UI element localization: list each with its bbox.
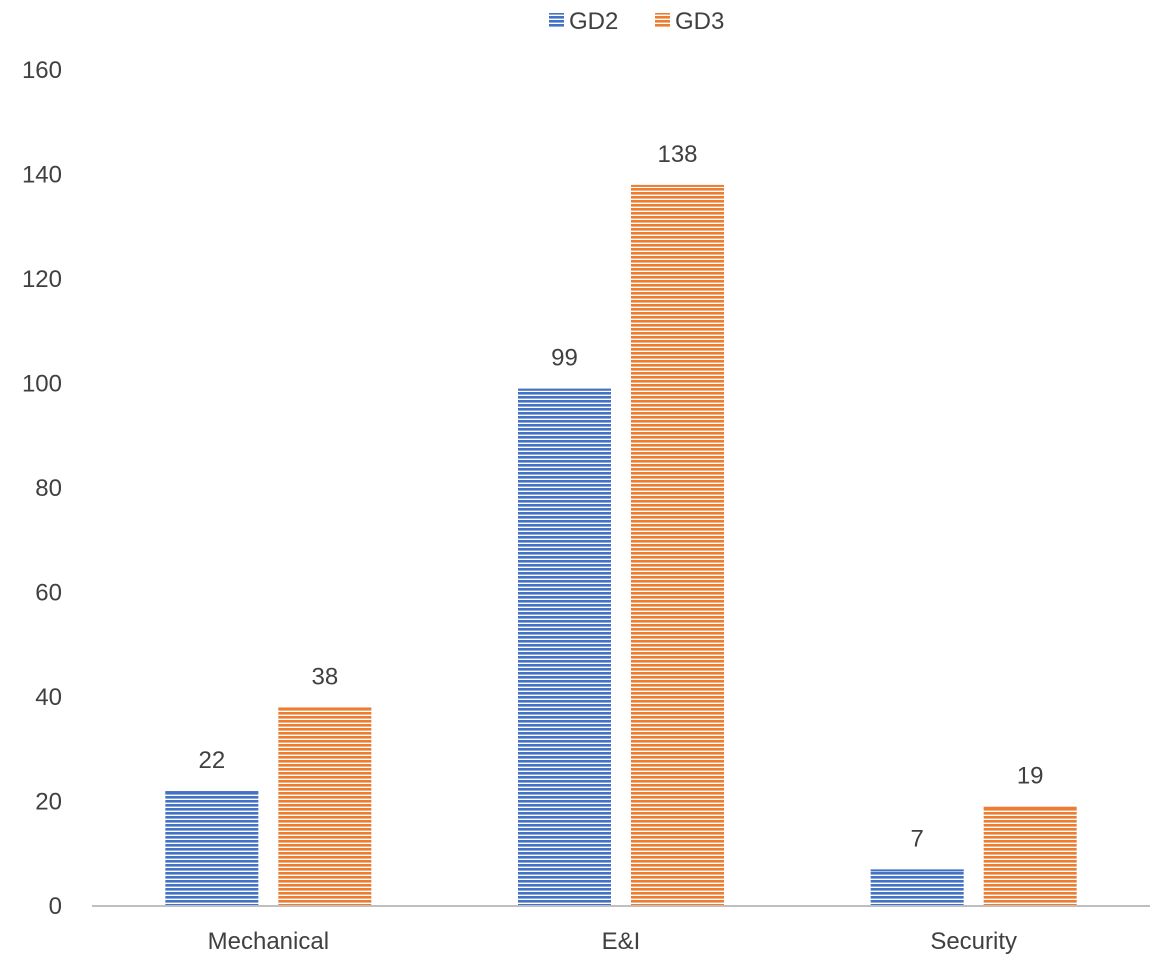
bar-gd2-2 <box>870 869 964 906</box>
y-tick-label: 60 <box>35 580 62 607</box>
bars-group: 22 38 99 138 7 19 <box>165 141 1077 907</box>
legend-swatch-gd3 <box>655 13 670 28</box>
bar-gd3-1 <box>631 184 724 906</box>
legend: GD2 GD3 <box>549 8 724 35</box>
legend-swatch-gd2 <box>549 13 564 28</box>
x-category-label: Mechanical <box>208 928 329 955</box>
bar-top-edge <box>631 184 724 187</box>
data-label: 99 <box>551 345 578 372</box>
x-category-label: E&I <box>602 928 641 955</box>
legend-label-gd2: GD2 <box>569 8 618 35</box>
data-label: 38 <box>311 663 338 690</box>
bar-top-edge <box>278 707 372 710</box>
y-tick-label: 20 <box>35 789 62 816</box>
bar-top-edge <box>518 388 611 391</box>
y-tick-label: 100 <box>22 371 62 398</box>
y-axis: 0 20 40 60 80 100 120 140 160 <box>22 57 62 920</box>
y-tick-label: 140 <box>22 162 62 189</box>
y-tick-label: 120 <box>22 266 62 293</box>
bar-gd2-1 <box>518 388 611 907</box>
bar-top-edge <box>983 806 1077 809</box>
x-category-label: Security <box>930 928 1017 955</box>
bar-gd3-0 <box>278 707 372 906</box>
bar-gd3-2 <box>983 806 1077 906</box>
x-axis: Mechanical E&I Security <box>92 905 1150 955</box>
y-tick-label: 160 <box>22 57 62 84</box>
data-label: 19 <box>1017 763 1044 790</box>
y-tick-label: 0 <box>49 893 62 920</box>
data-label: 22 <box>198 747 225 774</box>
bar-top-edge <box>870 869 964 872</box>
data-label: 138 <box>657 141 697 168</box>
bar-top-edge <box>165 791 259 794</box>
legend-label-gd3: GD3 <box>675 8 724 35</box>
bar-gd2-0 <box>165 791 259 906</box>
y-tick-label: 80 <box>35 475 62 502</box>
y-tick-label: 40 <box>35 684 62 711</box>
data-label: 7 <box>910 825 923 852</box>
